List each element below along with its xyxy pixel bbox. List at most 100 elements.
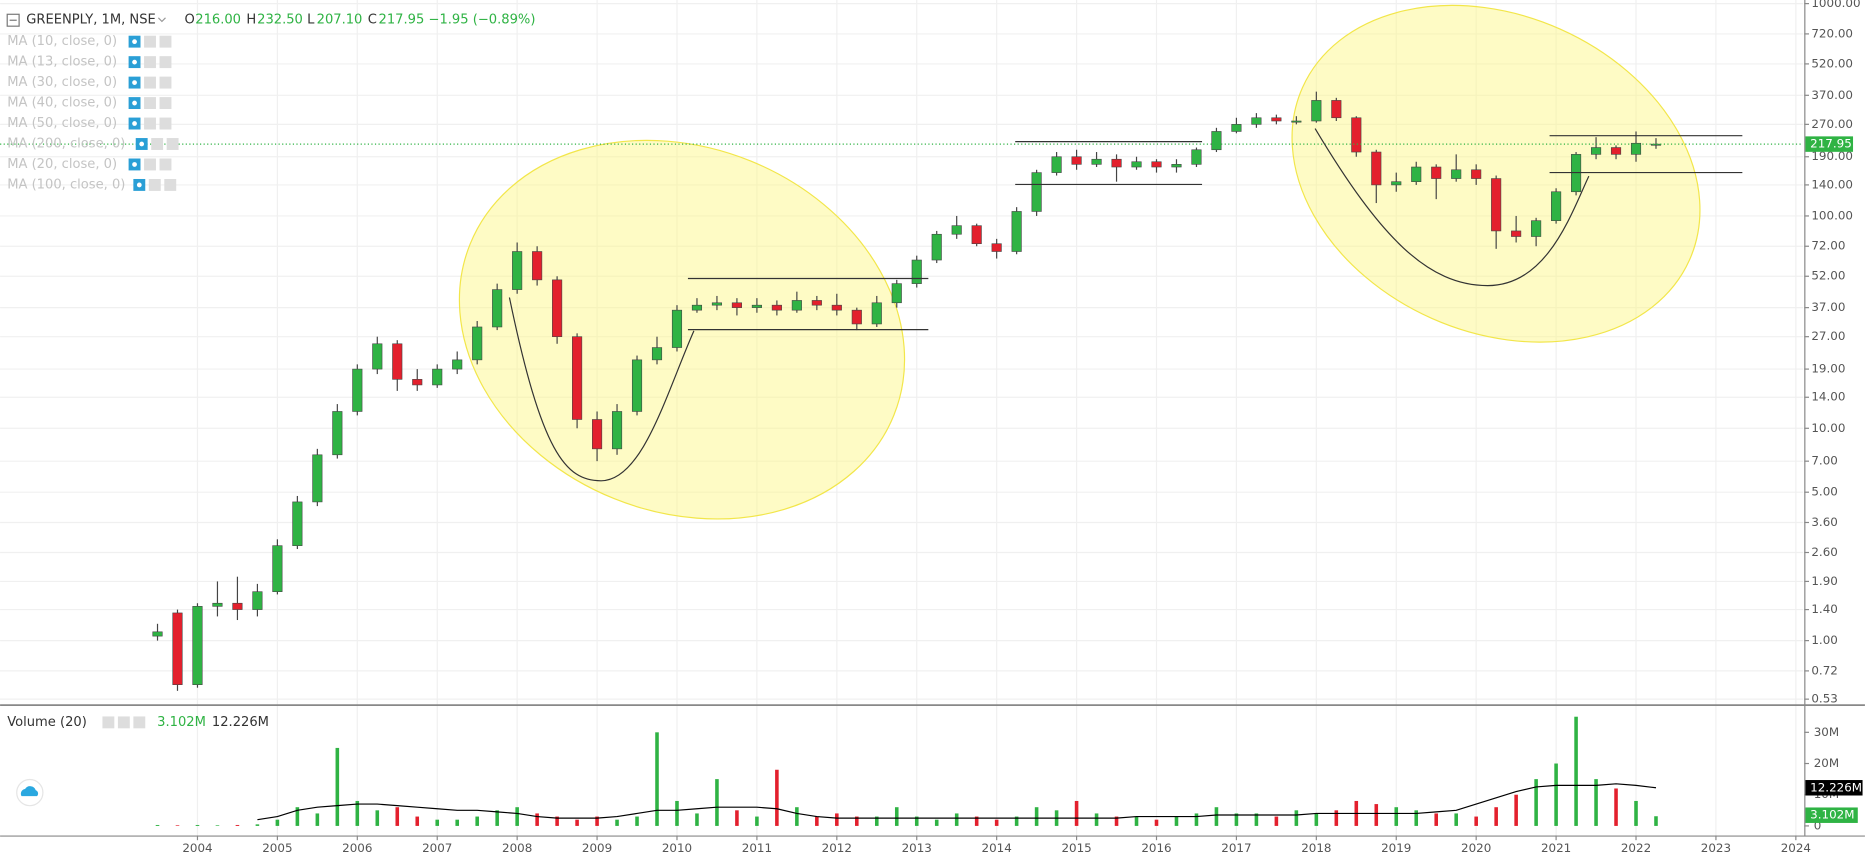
volume-tick-label: 0 [1814,818,1822,832]
settings-button[interactable] [144,35,156,48]
candle-body [392,343,403,380]
candle-body [1511,230,1522,237]
candle-body [1271,117,1282,122]
volume-bar [375,810,380,826]
candle-body [631,359,643,412]
candle-body [1471,169,1482,179]
volume-bar [215,825,220,826]
icon [132,100,137,106]
volume-bar [715,779,719,826]
candle-body [1311,100,1322,122]
volume-bar [894,807,899,826]
settings-button[interactable] [148,178,161,191]
ohlc-label: C [368,13,377,28]
x-tick-label: 2009 [582,841,612,855]
ohlc-value: 217.95 [379,13,425,28]
y-tick-label: 2.60 [1811,545,1837,559]
settings-button[interactable] [144,76,156,89]
remove-button[interactable] [166,138,179,150]
volume-bar [475,816,479,826]
volume-bar [415,816,420,826]
volume-bar [1214,807,1219,826]
settings-button[interactable] [144,97,156,110]
ohlc-value: 232.50 [257,13,303,28]
remove-button[interactable] [159,97,172,110]
y-tick-label: 52.00 [1811,269,1845,283]
x-tick-label: 2008 [502,841,532,855]
volume-bar [175,825,180,826]
volume-legend: Volume (20) 3.102M 12.226M [7,715,269,730]
volume-bar [255,824,260,826]
volume-bar [1534,779,1538,826]
volume-bar [275,819,280,826]
x-tick-label: 2006 [342,841,372,855]
grid [0,0,1804,836]
candle-body [1630,142,1642,155]
settings-button[interactable] [144,117,156,130]
volume-bar [1414,810,1419,826]
candle-body [452,359,463,370]
x-tick-label: 2011 [742,841,772,855]
x-tick-label: 2013 [902,841,932,855]
volume-bar [1314,813,1319,826]
candle-body [1331,100,1342,119]
volume-bar [1454,813,1458,826]
volume-bar [195,824,200,826]
settings-button[interactable] [151,138,164,150]
candle-body [711,302,723,306]
icon[interactable] [102,716,115,729]
ohlc-label: O [185,13,195,28]
candle-body [192,606,203,685]
icon[interactable] [117,716,130,729]
volume-bar [974,816,979,826]
candle-body [1171,164,1182,168]
candle-body [1051,156,1062,173]
icon [132,162,137,167]
volume-bar [635,816,639,826]
remove-button[interactable] [159,56,172,69]
volume-ma-last: 12.226M [212,715,269,730]
collapse-button[interactable] [6,13,20,27]
remove-button[interactable] [159,117,172,130]
y-tick-label: 10.00 [1811,421,1845,435]
y-tick-label: 1.40 [1811,602,1837,616]
y-tick-label: 370.00 [1811,88,1853,102]
icon [132,121,137,126]
volume-bar [1574,716,1578,826]
volume-bar [655,732,659,826]
y-tick-label: 1000.00 [1811,0,1860,10]
y-tick-label: 72.00 [1811,239,1845,253]
x-tick-label: 2022 [1621,841,1651,855]
candle-body [572,336,583,420]
volume-bar [954,813,959,826]
candle-body [552,279,563,337]
y-tick-label: 5.00 [1811,485,1837,499]
candle-body [172,612,183,685]
cloud-button[interactable] [16,778,44,807]
candle-body [432,368,443,386]
settings-button[interactable] [144,158,156,171]
icon [20,786,39,797]
candle-body [1391,181,1402,186]
settings-button[interactable] [144,56,156,69]
y-tick-label: 270.00 [1811,117,1853,131]
pattern-lines [508,128,1743,482]
remove-button[interactable] [164,178,177,191]
volume-bar [695,813,699,826]
x-tick-label: 2010 [662,841,692,855]
dropdown[interactable] [157,17,166,23]
x-tick-label: 2004 [182,841,212,855]
y-tick-label: 140.00 [1811,177,1853,191]
volume-bar [1634,800,1638,826]
x-tick-label: 2012 [822,841,852,855]
volume-bar [1134,816,1139,826]
candle-body [891,283,902,304]
candle-body [831,304,842,311]
volume-bar [1554,763,1558,826]
remove-button[interactable] [159,76,172,89]
remove-button[interactable] [159,35,172,48]
icon[interactable] [133,716,146,729]
candle-body [1531,220,1542,237]
remove-button[interactable] [159,158,172,171]
volume-bar [155,824,160,826]
